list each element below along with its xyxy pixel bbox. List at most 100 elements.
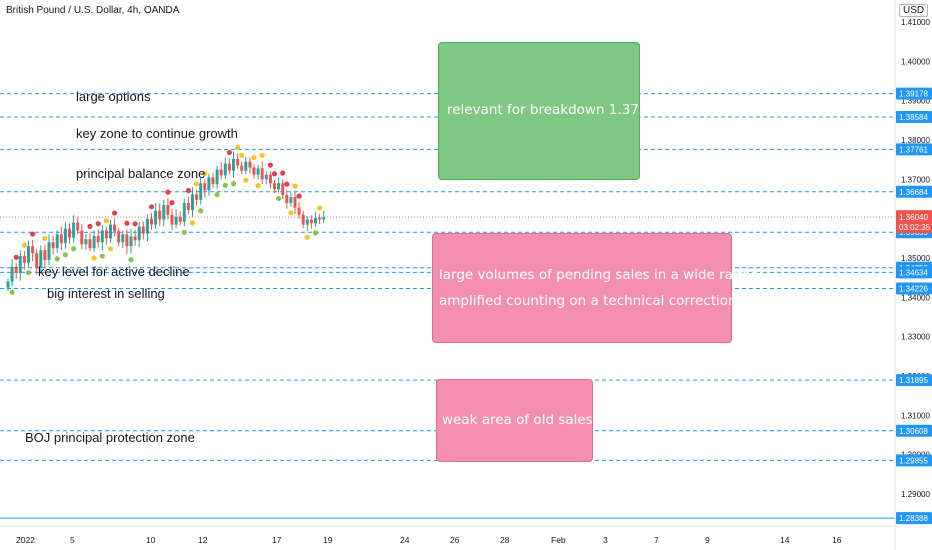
candlesticks (6, 151, 326, 292)
currency-selector[interactable]: USD (899, 4, 929, 17)
candle-body (150, 218, 153, 225)
signal-dot (284, 181, 290, 187)
y-tick-label: 1.31000 (901, 411, 930, 420)
signal-dot (214, 192, 220, 198)
signal-dot (128, 257, 134, 263)
label-big-interest: big interest in selling (47, 286, 165, 301)
candle-body (141, 226, 145, 234)
candle-body (14, 266, 18, 273)
signal-dot (251, 154, 257, 161)
small-pink-box-text: weak area of old sales (442, 412, 593, 428)
y-tick-label: 1.38000 (901, 136, 930, 145)
time-axis: 2022 5 10 12 17 19 24 26 28 Feb 3 7 9 14 16 (16, 535, 842, 545)
candle-body (211, 177, 215, 185)
x-tick-label: 24 (400, 535, 410, 545)
green-annotation-box[interactable]: relevant for breakdown 1.3750 (438, 42, 656, 180)
candle-body (117, 231, 121, 243)
signal-dot (181, 229, 187, 235)
candle-body (55, 234, 59, 249)
signal-dot (91, 255, 97, 261)
candle-body (92, 235, 96, 249)
signal-dot (132, 221, 138, 227)
y-tick-label: 1.40000 (901, 57, 930, 66)
signal-dot (267, 162, 273, 168)
signal-dot (42, 235, 48, 242)
signal-dot (112, 210, 118, 216)
y-tick-label: 1.39000 (901, 97, 930, 106)
x-tick-label: 26 (450, 535, 460, 545)
candle-body (27, 246, 30, 263)
level-tag-label: 1.34226 (899, 284, 928, 293)
chart-title: British Pound / U.S. Dollar, 4h, OANDA (6, 5, 180, 16)
candle-body (273, 183, 276, 190)
signal-dot (148, 204, 155, 210)
candle-body (293, 197, 297, 208)
candle-body (227, 163, 231, 171)
signal-dot (255, 182, 261, 189)
x-tick-label: 14 (780, 535, 790, 545)
candle-body (76, 222, 80, 231)
candle-body (96, 235, 100, 243)
signal-dot (304, 234, 310, 240)
green-box-text: relevant for breakdown 1.3750 (447, 102, 657, 118)
candle-body (100, 230, 104, 243)
support-resistance-levels (0, 93, 895, 519)
candle-body (22, 256, 26, 263)
signal-dot (99, 253, 105, 259)
signal-dot (21, 242, 27, 248)
signal-dot (259, 152, 265, 158)
y-tick-label: 1.41000 (901, 18, 930, 27)
candle-body (289, 197, 293, 203)
candle-body (301, 214, 305, 225)
level-tag-label: 1.28388 (899, 514, 928, 523)
signal-dot (243, 177, 249, 183)
candle-body (170, 214, 174, 225)
x-tick-label: 5 (70, 535, 75, 545)
pink-annotation-box[interactable]: large volumes of pending sales in a wide… (432, 233, 758, 343)
x-tick-label: 16 (832, 535, 842, 545)
level-tag-label: 1.38584 (899, 113, 928, 122)
candle-body (297, 207, 301, 215)
signal-dot (312, 230, 319, 236)
signal-dot (189, 220, 196, 226)
candle-body (35, 253, 39, 268)
signal-dot (87, 223, 93, 229)
signal-dot (230, 181, 237, 187)
candle-body (240, 165, 244, 171)
candle-body (51, 242, 55, 249)
candle-body (154, 210, 158, 225)
candle-body (223, 163, 227, 176)
signal-dot (185, 187, 191, 194)
small-pink-annotation-box[interactable]: weak area of old sales (436, 379, 593, 462)
candle-body (43, 250, 47, 260)
candle-body (182, 202, 186, 222)
level-tag-label: 1.30608 (899, 427, 928, 436)
x-tick-label: 2022 (16, 535, 35, 545)
signal-dot (71, 246, 77, 252)
candle-body (314, 217, 317, 224)
candle-body (244, 161, 248, 171)
candle-body (191, 194, 194, 211)
candle-body (88, 239, 92, 249)
y-tick-label: 1.29000 (901, 490, 930, 499)
candle-body (277, 183, 281, 190)
candle-body (199, 183, 203, 200)
candle-body (125, 234, 129, 247)
level-tag (896, 185, 932, 198)
candle-body (10, 266, 14, 282)
candle-body (281, 183, 285, 196)
signal-dot (202, 170, 208, 177)
current-price-label: 1.36040 (899, 213, 928, 222)
current-price-tag (896, 210, 932, 234)
signal-dot (169, 200, 175, 206)
x-tick-label: Feb (551, 535, 566, 545)
level-tag-label: 1.36684 (899, 188, 928, 197)
candle-body (232, 158, 235, 171)
signal-dot (276, 195, 282, 202)
candle-body (63, 228, 67, 244)
candle-body (84, 239, 88, 245)
candle-body (305, 219, 309, 225)
signal-dot (29, 231, 36, 237)
candle-body (260, 168, 264, 180)
